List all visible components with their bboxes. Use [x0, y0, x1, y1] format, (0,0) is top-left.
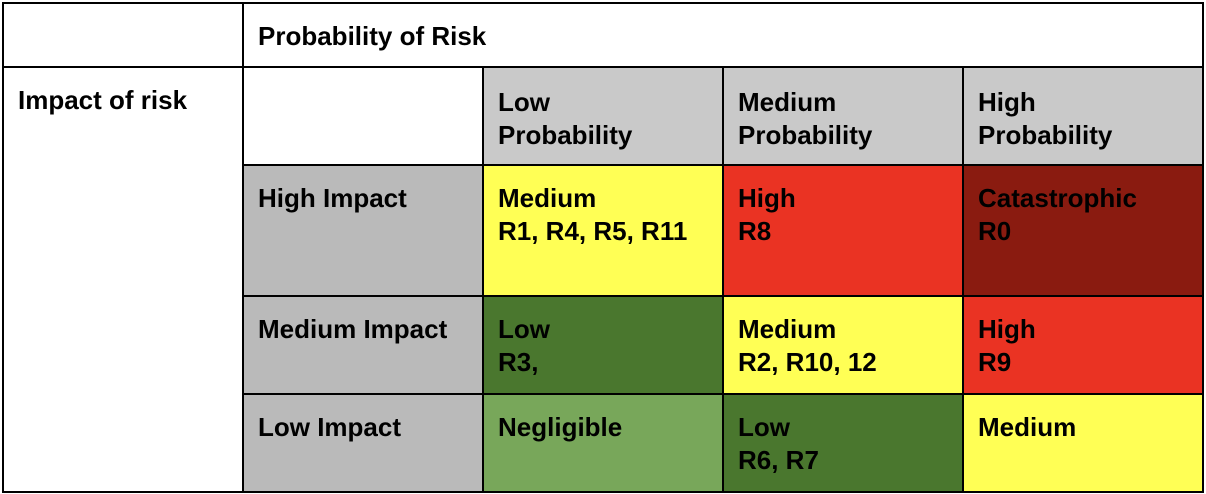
column-header-line1: Low	[498, 87, 550, 117]
row-label-text: High Impact	[258, 183, 407, 213]
risk-refs: R6, R7	[738, 445, 819, 475]
row-label-text: Medium Impact	[258, 314, 448, 344]
risk-cell-low-low: Negligible	[482, 393, 724, 493]
risk-cell-high-high: Catastrophic R0	[961, 164, 1205, 297]
column-header-line1: High	[978, 87, 1036, 117]
probability-columns-row: Impact of risk Low Probability Medium Pr…	[2, 66, 1205, 493]
column-header-line2: Probability	[978, 120, 1113, 150]
risk-cell-high-low: Medium R1, R4, R5, R11	[482, 164, 724, 297]
risk-refs: R8	[738, 216, 772, 246]
column-header-line2: Probability	[498, 120, 633, 150]
column-header-medium: Medium Probability	[722, 66, 964, 166]
column-header-line2: Probability	[738, 120, 873, 150]
probability-header-text: Probability of Risk	[258, 21, 487, 51]
risk-level: Low	[498, 314, 550, 344]
risk-level: Catastrophic	[978, 183, 1137, 213]
risk-level: Low	[738, 412, 790, 442]
impact-header: Impact of risk	[2, 66, 244, 493]
risk-refs: R1, R4, R5, R11	[498, 216, 688, 246]
risk-refs: R2, R10, 12	[738, 347, 877, 377]
corner-cell	[2, 2, 244, 68]
risk-refs: R9	[978, 347, 1012, 377]
row-label-high-impact: High Impact	[242, 164, 484, 297]
row-label-medium-impact: Medium Impact	[242, 295, 484, 395]
probability-header-row: Probability of Risk	[2, 2, 1205, 68]
impact-row-medium: Medium Impact Low R3, Medium R2, R10, 12…	[3, 295, 1205, 395]
risk-level: Medium	[498, 183, 597, 213]
risk-cell-high-medium: High R8	[722, 164, 964, 297]
risk-refs: R3,	[498, 347, 539, 377]
column-header-line1: Medium	[738, 87, 837, 117]
row-label-text: Low Impact	[258, 412, 402, 442]
probability-header: Probability of Risk	[241, 2, 1205, 68]
row-label-low-impact: Low Impact	[242, 393, 484, 493]
impact-row-low: Low Impact Negligible Low R6, R7 Medium	[3, 393, 1205, 493]
risk-cell-medium-high: High R9	[961, 295, 1205, 395]
risk-level: High	[978, 314, 1036, 344]
impact-row-high: High Impact Medium R1, R4, R5, R11 High …	[3, 164, 1205, 297]
risk-cell-low-medium: Low R6, R7	[722, 393, 964, 493]
risk-level: Negligible	[498, 412, 623, 442]
risk-cell-medium-medium: Medium R2, R10, 12	[722, 295, 964, 395]
risk-cell-low-high: Medium	[961, 393, 1205, 493]
risk-level: Medium	[738, 314, 837, 344]
column-header-high: High Probability	[961, 66, 1205, 166]
impact-header-text: Impact of risk	[18, 85, 188, 115]
column-header-low: Low Probability	[482, 66, 724, 166]
row-label-corner	[242, 66, 484, 166]
risk-cell-medium-low: Low R3,	[482, 295, 724, 395]
risk-refs: R0	[978, 216, 1012, 246]
risk-level: High	[738, 183, 796, 213]
risk-level: Medium	[978, 412, 1077, 442]
